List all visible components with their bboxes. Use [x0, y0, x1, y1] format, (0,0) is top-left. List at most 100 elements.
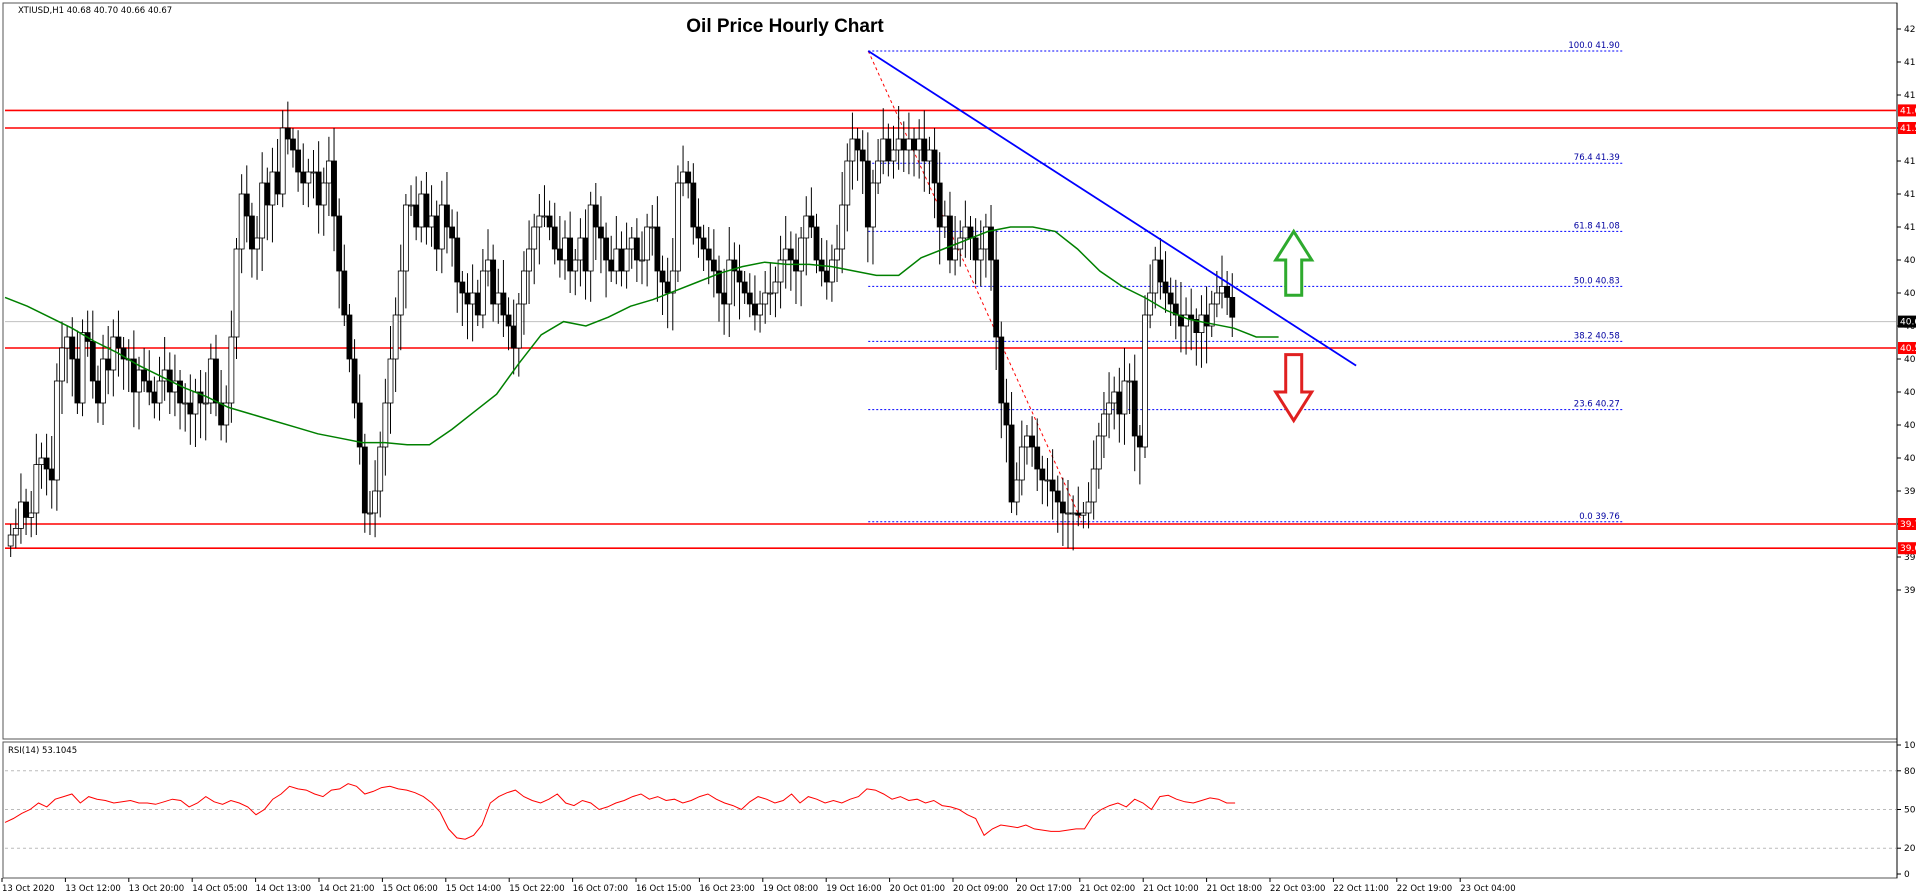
bearish-candle	[741, 281, 748, 294]
bearish-candle	[731, 259, 738, 272]
bearish-candle	[1034, 446, 1041, 470]
bullish-candle	[1208, 303, 1215, 327]
x-tick-label: 15 Oct 06:00	[382, 884, 437, 894]
bearish-candle	[1167, 292, 1174, 305]
bullish-candle	[1095, 435, 1102, 470]
bearish-candle	[752, 303, 758, 316]
bearish-candle	[710, 259, 717, 272]
bullish-candle	[136, 369, 142, 393]
bullish-candle	[870, 182, 876, 228]
bearish-candle	[346, 314, 353, 360]
fib-level-label: 50.0 40.83	[1574, 276, 1620, 286]
bullish-candle	[844, 160, 851, 206]
bullish-candle	[1121, 380, 1128, 415]
bullish-candle	[675, 182, 681, 272]
candlesticks	[7, 101, 1236, 557]
bearish-candle	[459, 281, 466, 294]
bullish-candle	[7, 534, 14, 547]
bullish-candle	[895, 138, 902, 151]
bearish-candle	[972, 237, 979, 261]
bullish-candle	[207, 358, 214, 404]
level-price-box	[1898, 518, 1916, 530]
bullish-candle	[469, 292, 476, 305]
bullish-candle	[192, 391, 199, 415]
level-price-box	[1898, 104, 1916, 117]
x-tick-label: 19 Oct 16:00	[826, 884, 881, 894]
y-tick-label: 40.35	[1904, 388, 1916, 398]
y-tick-label: 39.90	[1904, 487, 1916, 497]
bullish-candle	[1013, 479, 1020, 503]
bearish-candle	[967, 226, 974, 239]
bearish-candle	[490, 259, 497, 305]
bearish-candle	[998, 336, 1005, 404]
bearish-candle	[746, 292, 753, 305]
bearish-candle	[356, 402, 363, 448]
bearish-candle	[1075, 512, 1082, 516]
x-tick-label: 21 Oct 10:00	[1143, 884, 1198, 894]
bullish-candle	[228, 336, 235, 404]
bullish-candle	[305, 171, 312, 184]
bullish-candle	[53, 380, 60, 481]
level-price-label: 40.55	[1900, 344, 1916, 354]
x-tick-label: 13 Oct 12:00	[65, 884, 120, 894]
x-tick-label: 13 Oct 2020	[2, 884, 55, 894]
bearish-candle	[664, 281, 671, 294]
rsi-tick-label: 50	[1904, 806, 1916, 816]
bullish-candle	[156, 380, 163, 404]
bearish-candle	[1003, 402, 1010, 426]
bullish-candle	[79, 332, 86, 404]
bearish-candle	[264, 182, 271, 206]
bearish-candle	[151, 391, 158, 404]
bullish-candle	[1085, 501, 1092, 514]
bullish-candle	[377, 446, 384, 492]
bullish-candle	[941, 215, 948, 228]
bearish-candle	[146, 380, 153, 393]
fib-level-label: 76.4 41.39	[1574, 153, 1620, 163]
level-price-label: 39.64	[1900, 544, 1916, 554]
bearish-candle	[361, 446, 368, 514]
bearish-candle	[295, 149, 302, 173]
bearish-candle	[449, 226, 455, 239]
bearish-candle	[284, 127, 291, 140]
bearish-candle	[690, 182, 697, 228]
bearish-candle	[510, 325, 517, 349]
down-arrow	[1273, 353, 1315, 424]
bullish-candle	[803, 215, 810, 239]
bullish-candle	[1090, 468, 1097, 503]
bullish-candle	[1024, 435, 1030, 448]
bearish-candle	[300, 171, 307, 184]
bullish-candle	[839, 204, 846, 250]
bullish-candle	[982, 226, 989, 250]
rsi-tick-label: 0	[1904, 870, 1910, 880]
bearish-candle	[69, 336, 76, 360]
rsi-line	[4, 783, 1236, 840]
y-tick-label: 39.45	[1904, 586, 1916, 596]
current-price-line: 40.67	[5, 315, 1916, 328]
bearish-candle	[213, 358, 219, 404]
y-tick-label: 40.05	[1904, 454, 1916, 464]
bullish-candle	[397, 270, 404, 316]
bullish-candle	[628, 237, 635, 250]
support-resistance-lines: 41.63 41.55 40.55 39.75 39.64	[5, 104, 1916, 555]
bullish-candle	[762, 292, 769, 305]
bearish-candle	[721, 292, 728, 305]
bearish-candle	[859, 149, 866, 162]
bearish-candle	[115, 336, 122, 349]
bullish-candle	[238, 193, 245, 250]
x-tick-label: 20 Oct 01:00	[890, 884, 945, 894]
bearish-candle	[341, 270, 348, 316]
fib-level-label: 100.0 41.90	[1568, 41, 1619, 51]
bullish-candle	[387, 358, 394, 404]
bullish-candle	[977, 248, 984, 261]
x-tick-label: 23 Oct 04:00	[1460, 884, 1515, 894]
y-tick-label: 39.60	[1904, 553, 1916, 563]
y-tick-label: 41.70	[1904, 91, 1916, 101]
bullish-candle	[392, 314, 399, 360]
rsi-indicator: 100 80 50 20 0	[4, 741, 1916, 880]
bearish-candle	[1157, 259, 1164, 283]
bearish-candle	[1172, 303, 1179, 316]
bearish-candle	[900, 138, 907, 151]
bearish-candle	[433, 215, 440, 250]
bearish-candle	[1116, 391, 1123, 415]
bearish-candle	[290, 138, 296, 151]
